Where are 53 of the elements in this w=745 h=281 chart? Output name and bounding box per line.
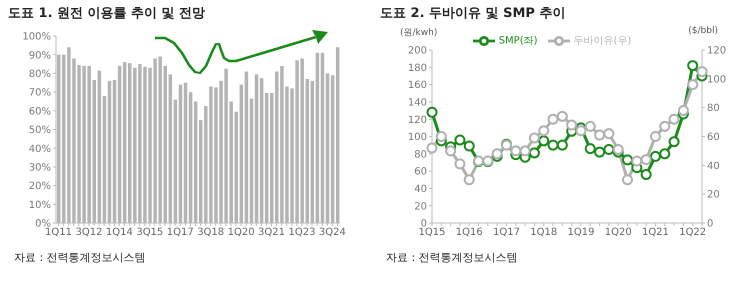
x-tick-label: 1Q18 <box>530 227 558 238</box>
x-tick-label: 1Q20 <box>228 227 255 238</box>
x-tick-label: 3Q21 <box>258 227 286 238</box>
y2-tick-label: 120 <box>707 46 726 57</box>
y-tick-label: 70% <box>28 88 51 99</box>
y2-axis-title: ($/bbl) <box>688 26 718 36</box>
legend-label: SMP(좌) <box>498 36 538 47</box>
y2-tick-label: 80 <box>707 103 720 114</box>
y-tick-label: 60 <box>414 166 427 178</box>
legend-label: 두바이유(우) <box>574 36 632 47</box>
y-tick-label: 60% <box>28 106 51 118</box>
x-tick-label: 1Q17 <box>166 227 194 238</box>
y-tick-label: 180 <box>408 62 427 74</box>
y-tick-label: 10% <box>28 200 51 211</box>
y-tick-label: 40% <box>28 144 51 155</box>
y-tick-label: 40 <box>414 184 427 195</box>
x-tick-label: 1Q11 <box>45 227 72 238</box>
text: 자료 : 전력통계정보시스템 <box>386 250 518 265</box>
y-tick-label: 20 <box>414 201 427 212</box>
x-tick-label: 3Q24 <box>318 227 346 238</box>
x-tick-label: 1Q22 <box>679 227 706 238</box>
y-tick-label: 160 <box>408 80 427 92</box>
y2-tick-label: 60 <box>707 132 720 144</box>
y-tick-label: 90% <box>28 50 51 62</box>
x-tick-label: 3Q12 <box>75 227 102 238</box>
y2-tick-label: 0 <box>707 218 714 230</box>
y-tick-label: 30% <box>28 162 51 174</box>
y-tick-label: 100% <box>22 32 51 43</box>
x-tick-label: 3Q15 <box>136 227 164 238</box>
y2-tick-label: 40 <box>707 160 720 172</box>
x-tick-label: 1Q15 <box>418 227 446 238</box>
x-tick-label: 1Q14 <box>106 227 133 238</box>
x-tick-label: 1Q20 <box>604 227 632 238</box>
x-tick-label: 1Q16 <box>456 227 483 238</box>
y-tick-label: 100 <box>408 132 427 144</box>
text: 자료 : 전력통계정보시스템 <box>14 250 146 265</box>
y-tick-label: 140 <box>408 97 427 108</box>
y2-tick-label: 20 <box>707 190 720 201</box>
y-tick-label: 120 <box>408 114 427 126</box>
x-tick-label: 1Q21 <box>642 227 669 238</box>
x-tick-label: 1Q19 <box>567 227 594 238</box>
y-tick-label: 20% <box>28 181 51 192</box>
x-tick-label: 1Q23 <box>288 227 316 238</box>
y-tick-label: 80% <box>28 68 51 80</box>
y2-tick-label: 100 <box>707 74 726 86</box>
x-tick-label: 1Q17 <box>493 227 520 238</box>
chart-title: 도표 1. 원전 이용률 추이 및 전망 <box>8 5 206 22</box>
y-axis-title: (원/kwh) <box>400 27 438 39</box>
x-tick-label: 3Q18 <box>197 227 224 238</box>
chart-title: 도표 2. 두바이유 및 SMP 추이 <box>380 5 566 22</box>
y-tick-label: 50% <box>28 125 51 136</box>
y-tick-label: 200 <box>408 46 427 57</box>
y-tick-label: 80 <box>414 149 427 160</box>
